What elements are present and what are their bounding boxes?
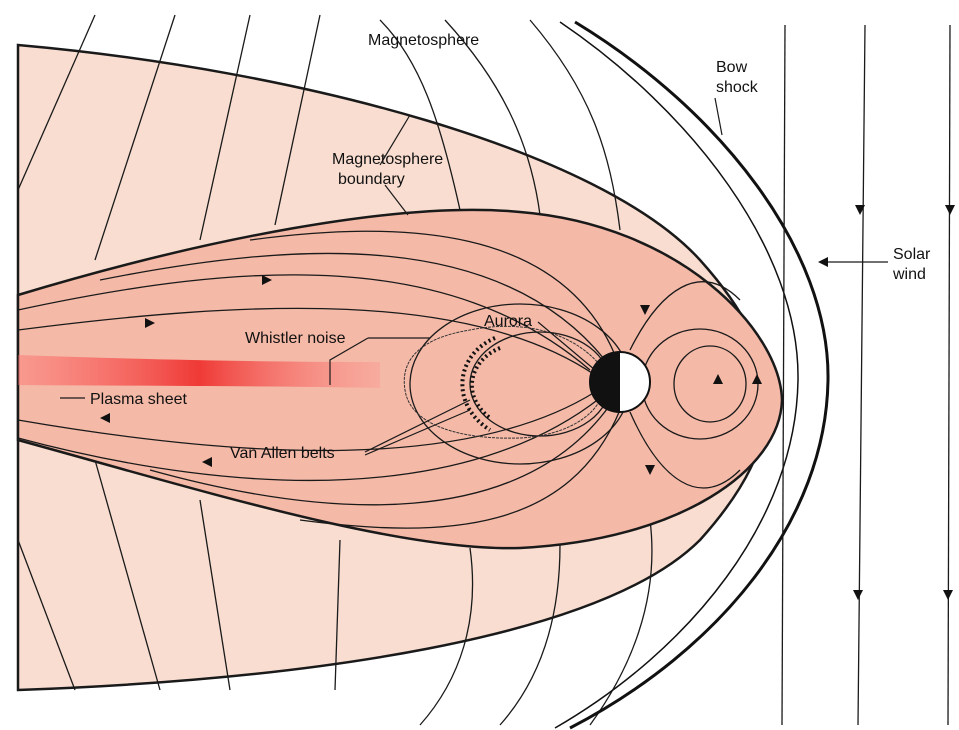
label: Aurora [484,313,532,330]
label: shock [716,79,759,96]
label: boundary [338,171,405,188]
label: Magnetosphere [332,151,443,168]
label: Plasma sheet [90,391,187,408]
label: Van Allen belts [230,445,335,462]
magnetosphere-diagram: Magnetosphere Bow shock Magnetosphere bo… [0,0,959,730]
label: Bow [716,59,748,76]
label: wind [892,266,926,283]
label: Whistler noise [245,330,346,347]
label: Magnetosphere [368,32,479,49]
label: Solar [893,246,931,263]
